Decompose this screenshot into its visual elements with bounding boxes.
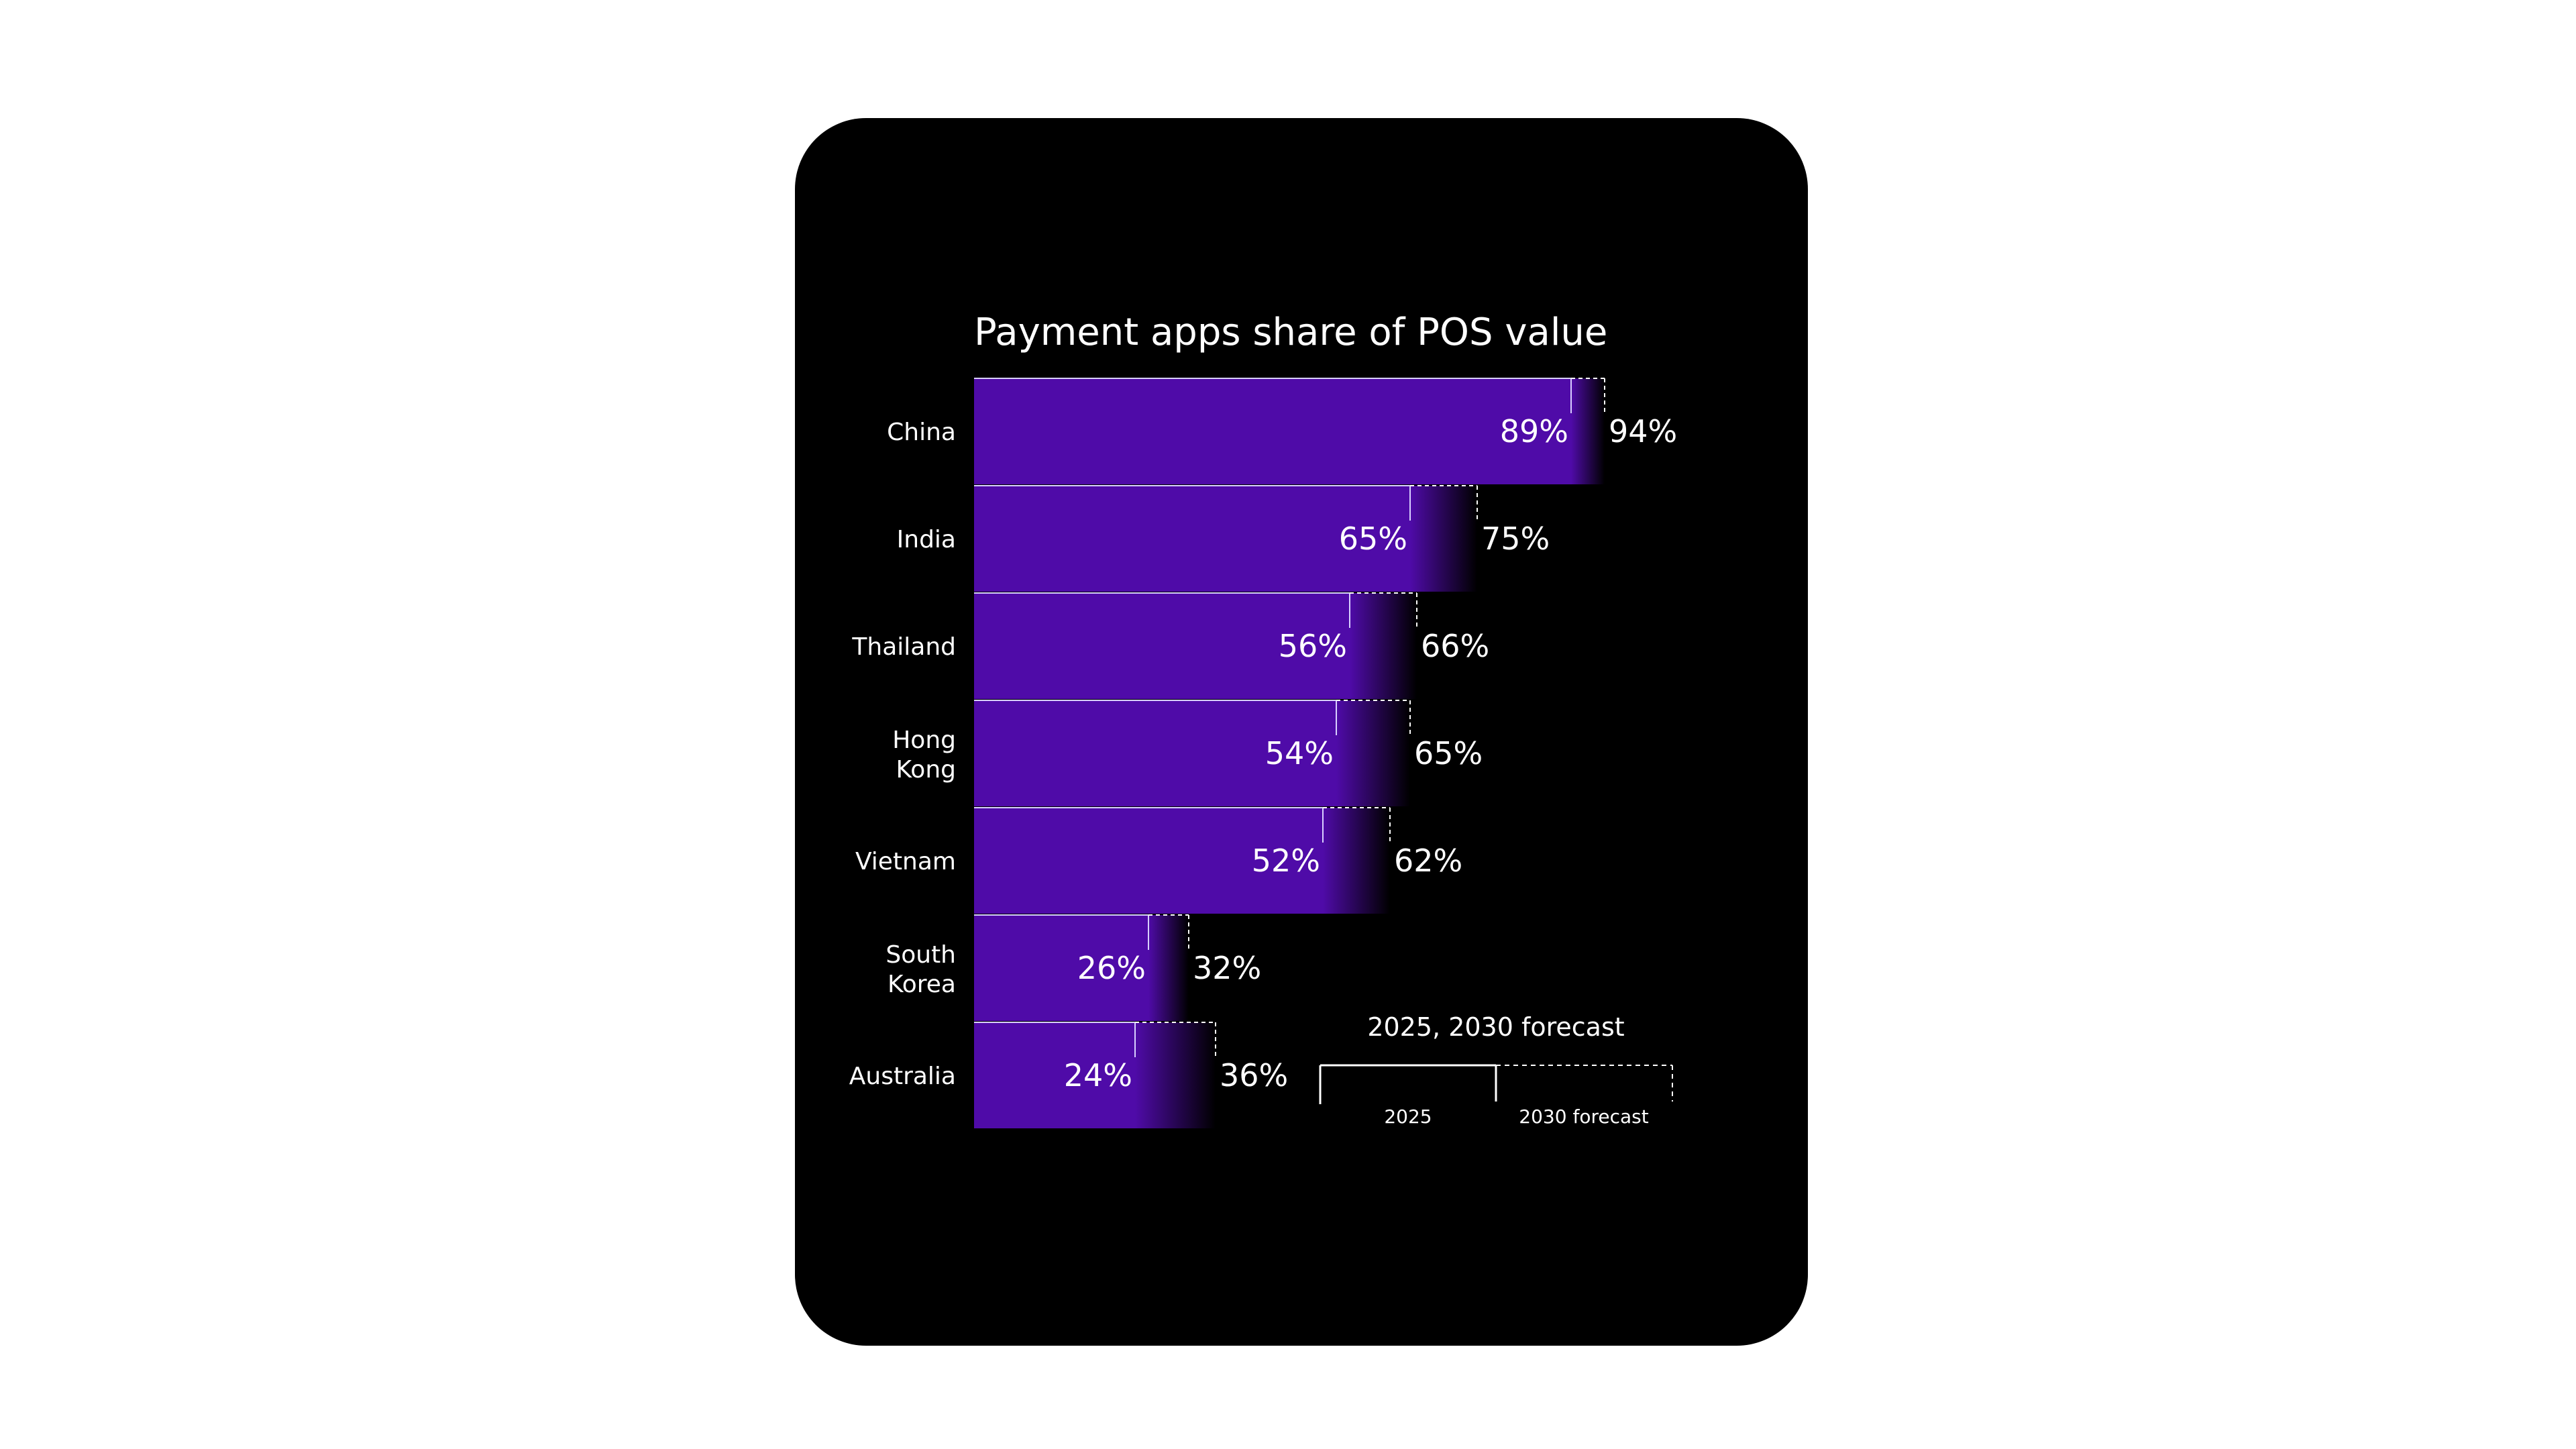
- value-label-2030: 75%: [1481, 521, 1550, 557]
- value-label-2030: 32%: [1193, 950, 1261, 986]
- category-label: India: [897, 526, 956, 553]
- bar-2025: [974, 378, 1571, 484]
- bar-2025: [974, 1022, 1135, 1128]
- chart-title: Payment apps share of POS value: [974, 311, 1607, 354]
- value-label-2030: 94%: [1609, 413, 1677, 449]
- bar-2030-forecast-fade: [1135, 1022, 1216, 1128]
- value-label-2025: 52%: [1252, 843, 1320, 879]
- bar-2030-forecast-fade: [1336, 700, 1410, 806]
- category-label: Thailand: [851, 633, 956, 661]
- bar-2025: [974, 915, 1148, 1021]
- category-label: Australia: [849, 1063, 956, 1090]
- value-label-2030: 65%: [1414, 735, 1483, 771]
- value-label-2025: 89%: [1500, 413, 1568, 449]
- value-label-2025: 26%: [1077, 950, 1146, 986]
- value-label-2030: 66%: [1421, 628, 1489, 664]
- bar-2030-forecast-fade: [1323, 808, 1390, 914]
- legend: 2025, 2030 forecast 2025 2030 forecast: [1319, 1012, 1673, 1128]
- chart-card: Payment apps share of POS value China 89%…: [795, 118, 1808, 1346]
- bar-2025: [974, 808, 1323, 914]
- category-label: China: [887, 419, 956, 446]
- bar-2030-forecast-fade: [1571, 378, 1605, 484]
- legend-title: 2025, 2030 forecast: [1367, 1012, 1624, 1042]
- bar-2025: [974, 700, 1336, 806]
- bar-2025: [974, 486, 1410, 592]
- category-label: Hong Kong: [892, 727, 956, 784]
- value-label-2025: 56%: [1279, 628, 1347, 664]
- bar-2030-forecast-fade: [1148, 915, 1189, 1021]
- value-label-2030: 36%: [1220, 1057, 1288, 1093]
- category-label: South Korea: [885, 941, 956, 998]
- bar-2025: [974, 593, 1350, 699]
- category-label: Vietnam: [855, 848, 956, 875]
- value-label-2030: 62%: [1394, 843, 1462, 879]
- bar-2030-forecast-fade: [1410, 486, 1477, 592]
- legend-item-2030-forecast: 2030 forecast: [1519, 1106, 1648, 1128]
- value-label-2025: 65%: [1339, 521, 1407, 557]
- bar-2030-forecast-fade: [1350, 593, 1417, 699]
- value-label-2025: 24%: [1064, 1057, 1132, 1093]
- bar-chart: Payment apps share of POS value China 89%…: [849, 311, 1677, 1128]
- legend-item-2025: 2025: [1384, 1106, 1432, 1128]
- value-label-2025: 54%: [1265, 735, 1334, 771]
